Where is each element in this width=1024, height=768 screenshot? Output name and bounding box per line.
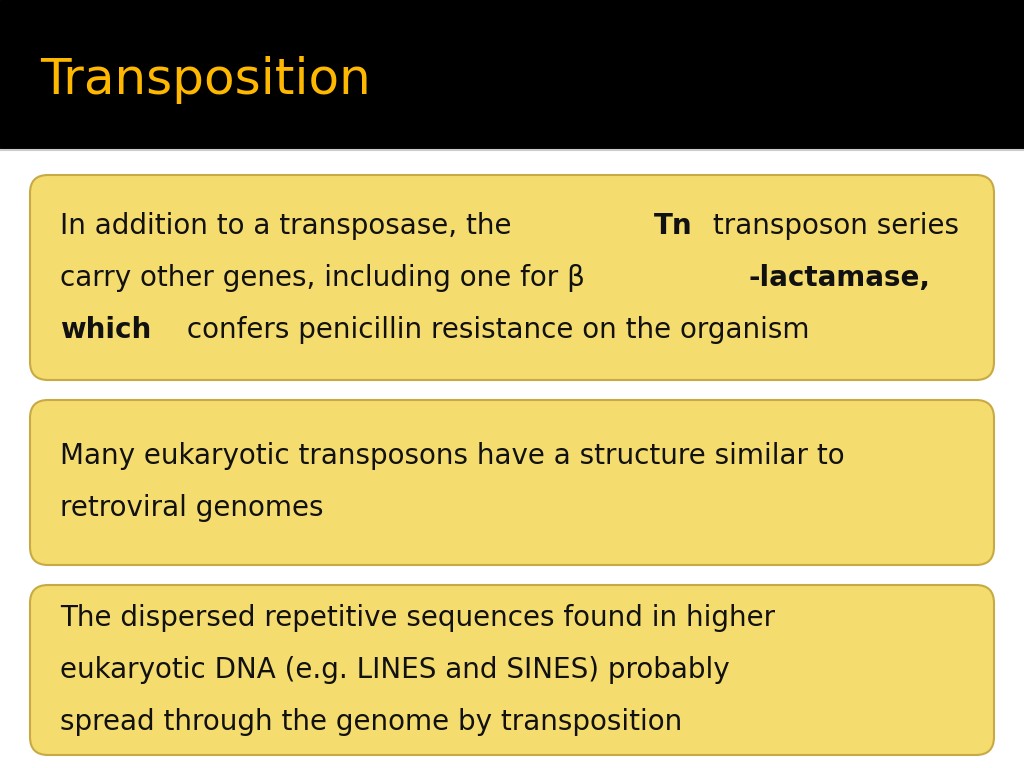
FancyBboxPatch shape: [30, 175, 994, 380]
Text: Many eukaryotic transposons have a structure similar to: Many eukaryotic transposons have a struc…: [60, 442, 845, 471]
Text: The dispersed repetitive sequences found in higher: The dispersed repetitive sequences found…: [60, 604, 775, 632]
Text: eukaryotic DNA (e.g. LINES and SINES) probably: eukaryotic DNA (e.g. LINES and SINES) pr…: [60, 656, 730, 684]
Text: -lactamase,: -lactamase,: [749, 263, 931, 292]
Text: which: which: [60, 316, 152, 343]
Text: spread through the genome by transposition: spread through the genome by transpositi…: [60, 708, 682, 736]
FancyBboxPatch shape: [30, 400, 994, 565]
Text: carry other genes, including one for β: carry other genes, including one for β: [60, 263, 594, 292]
Text: Tn: Tn: [654, 211, 692, 240]
Text: Transposition: Transposition: [40, 56, 371, 104]
Bar: [0, 0, 1024, 148]
Text: retroviral genomes: retroviral genomes: [60, 495, 324, 522]
Text: confers penicillin resistance on the organism: confers penicillin resistance on the org…: [178, 316, 809, 343]
Text: transposon series: transposon series: [703, 211, 958, 240]
FancyBboxPatch shape: [30, 585, 994, 755]
Text: In addition to a transposase, the: In addition to a transposase, the: [60, 211, 520, 240]
